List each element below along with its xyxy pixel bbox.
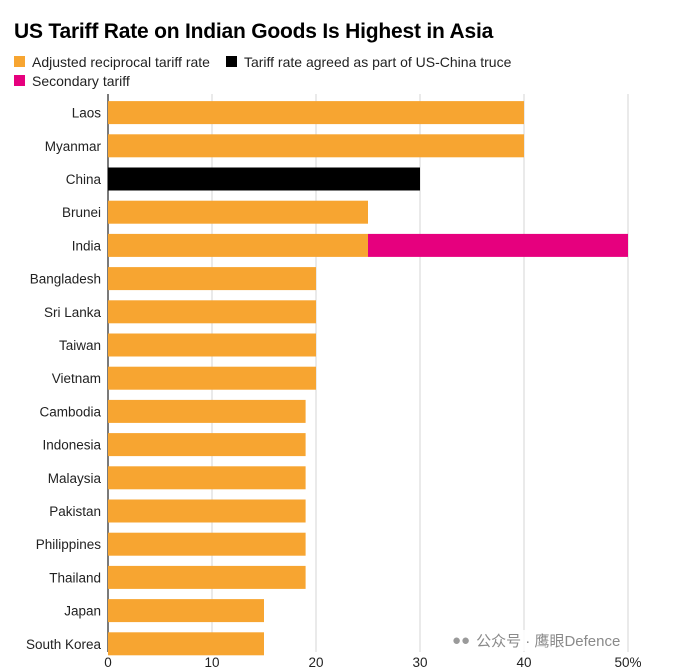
legend-item-secondary: Secondary tariff xyxy=(14,73,130,89)
category-label: Sri Lanka xyxy=(44,305,102,320)
category-label: Brunei xyxy=(62,205,101,220)
legend-row-2: Secondary tariff xyxy=(14,71,527,90)
bar xyxy=(108,333,316,357)
category-label: China xyxy=(66,172,102,187)
bar xyxy=(108,134,524,158)
x-tick-label: 50% xyxy=(614,655,641,668)
legend-swatch-secondary xyxy=(14,75,25,86)
bar xyxy=(108,499,306,523)
category-label: Indonesia xyxy=(42,438,101,453)
x-tick-label: 0 xyxy=(104,655,112,668)
chart-title: US Tariff Rate on Indian Goods Is Highes… xyxy=(14,20,494,43)
bar xyxy=(108,632,264,656)
category-label: Malaysia xyxy=(48,471,102,486)
category-label: Vietnam xyxy=(52,371,101,386)
wechat-icon: ●● xyxy=(452,632,471,649)
category-label: Laos xyxy=(72,106,102,121)
legend-label-reciprocal: Adjusted reciprocal tariff rate xyxy=(32,53,210,70)
category-label: Cambodia xyxy=(39,404,101,419)
bar xyxy=(108,565,306,589)
legend-row-1: Adjusted reciprocal tariff rate Tariff r… xyxy=(14,52,527,71)
bar xyxy=(108,101,524,125)
x-tick-label: 40 xyxy=(516,655,531,668)
category-label: Taiwan xyxy=(59,338,101,353)
bar xyxy=(108,599,264,623)
category-label: Japan xyxy=(64,604,101,619)
watermark: ●● 公众号 · 鹰眼Defence xyxy=(452,630,621,651)
x-tick-label: 30 xyxy=(412,655,427,668)
category-label: Bangladesh xyxy=(30,272,101,287)
category-label: India xyxy=(72,238,102,253)
bar xyxy=(108,433,306,457)
bar xyxy=(108,466,306,490)
legend-item-reciprocal: Adjusted reciprocal tariff rate xyxy=(14,54,210,70)
legend-swatch-reciprocal xyxy=(14,56,25,67)
bar xyxy=(108,366,316,390)
legend-label-truce: Tariff rate agreed as part of US-China t… xyxy=(243,53,512,70)
x-tick-label: 10 xyxy=(204,655,219,668)
bar xyxy=(108,167,420,191)
bar xyxy=(368,233,628,257)
bar xyxy=(108,532,306,556)
watermark-text: 公众号 · 鹰眼Defence xyxy=(476,633,621,650)
x-tick-label: 20 xyxy=(308,655,323,668)
bar xyxy=(108,233,368,257)
category-label: Pakistan xyxy=(49,504,101,519)
legend-swatch-truce xyxy=(225,56,237,67)
legend-item-truce: Tariff rate agreed as part of US-China t… xyxy=(225,53,512,70)
bar xyxy=(108,267,316,291)
bar xyxy=(108,200,368,224)
category-label: Thailand xyxy=(49,570,101,585)
category-label: Myanmar xyxy=(45,139,102,154)
legend-label-secondary: Secondary tariff xyxy=(32,72,130,89)
legend: Adjusted reciprocal tariff rate Tariff r… xyxy=(14,52,527,90)
category-label: Philippines xyxy=(36,537,102,552)
bar xyxy=(108,300,316,324)
bar xyxy=(108,399,306,423)
category-label: South Korea xyxy=(26,637,102,652)
